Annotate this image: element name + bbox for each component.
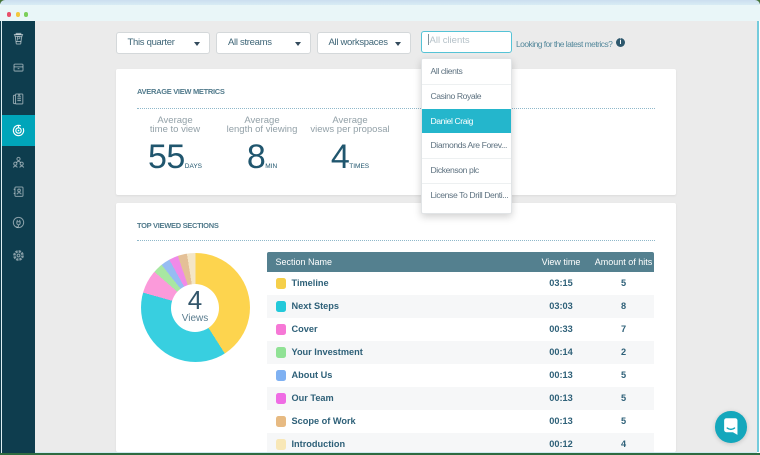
svg-text:P: P: [17, 37, 21, 43]
